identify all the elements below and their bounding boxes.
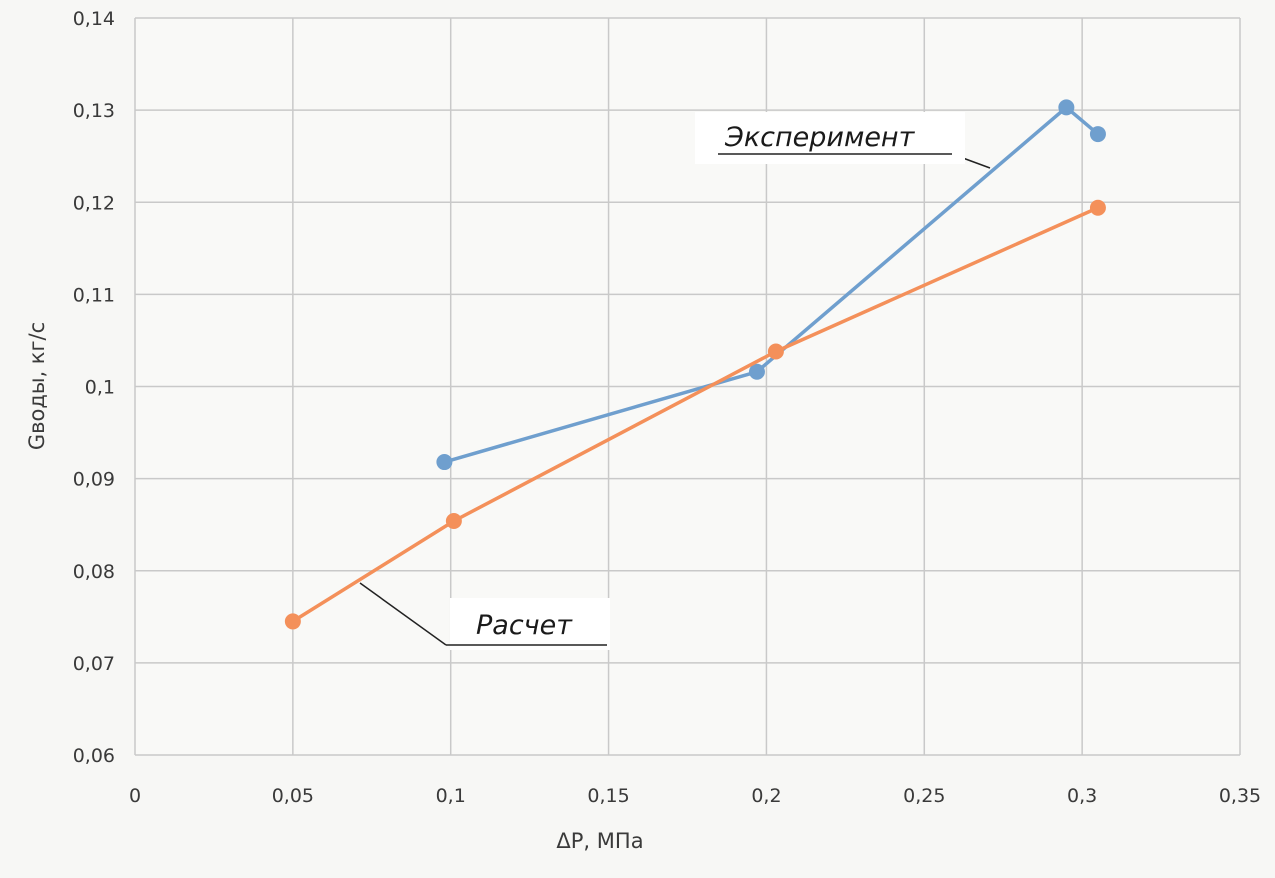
data-point: [1089, 199, 1106, 216]
series-label-box: [450, 598, 610, 650]
data-point: [445, 513, 462, 530]
x-tick-label: 0,05: [272, 785, 314, 807]
y-tick-label: 0,12: [73, 192, 115, 214]
y-axis-title: Gводы, кг/с: [25, 322, 49, 450]
x-tick-label: 0,25: [903, 785, 945, 807]
y-tick-label: 0,07: [73, 653, 115, 675]
y-tick-label: 0,13: [73, 100, 115, 122]
grid: [134, 17, 1241, 756]
data-point: [284, 613, 301, 630]
x-axis-title: ΔP, МПа: [556, 829, 643, 853]
series-line: [443, 105, 1100, 464]
y-tick-label: 0,08: [73, 561, 115, 583]
series-label-box: [695, 112, 965, 164]
series-group: [284, 99, 1106, 630]
x-tick-label: 0,35: [1219, 785, 1261, 807]
data-point: [748, 363, 765, 380]
data-point: [767, 343, 784, 360]
x-axis-ticks: 0 0,05 0,1 0,15 0,2 0,25 0,3 0,35: [129, 785, 1261, 807]
y-tick-label: 0,06: [73, 745, 115, 767]
x-tick-label: 0,1: [436, 785, 466, 807]
series-leader-line: [359, 582, 447, 646]
y-tick-label: 0,11: [73, 284, 115, 306]
y-tick-label: 0,09: [73, 469, 115, 491]
y-tick-label: 0,14: [73, 8, 115, 30]
data-point: [436, 454, 453, 471]
data-point: [1089, 126, 1106, 143]
x-tick-label: 0,2: [751, 785, 781, 807]
x-tick-label: 0: [129, 785, 141, 807]
y-axis-ticks: 0,06 0,07 0,08 0,09 0,1 0,11 0,12 0,13 0,14: [73, 8, 115, 767]
series-label: Эксперимент: [724, 122, 916, 153]
x-tick-label: 0,15: [587, 785, 629, 807]
data-point: [1058, 99, 1075, 116]
series-label: Расчет: [476, 610, 573, 641]
x-tick-label: 0,3: [1067, 785, 1097, 807]
series-line: [291, 206, 1099, 623]
y-tick-label: 0,1: [85, 377, 115, 399]
series-labels: Эксперимент Расчет: [446, 112, 965, 650]
